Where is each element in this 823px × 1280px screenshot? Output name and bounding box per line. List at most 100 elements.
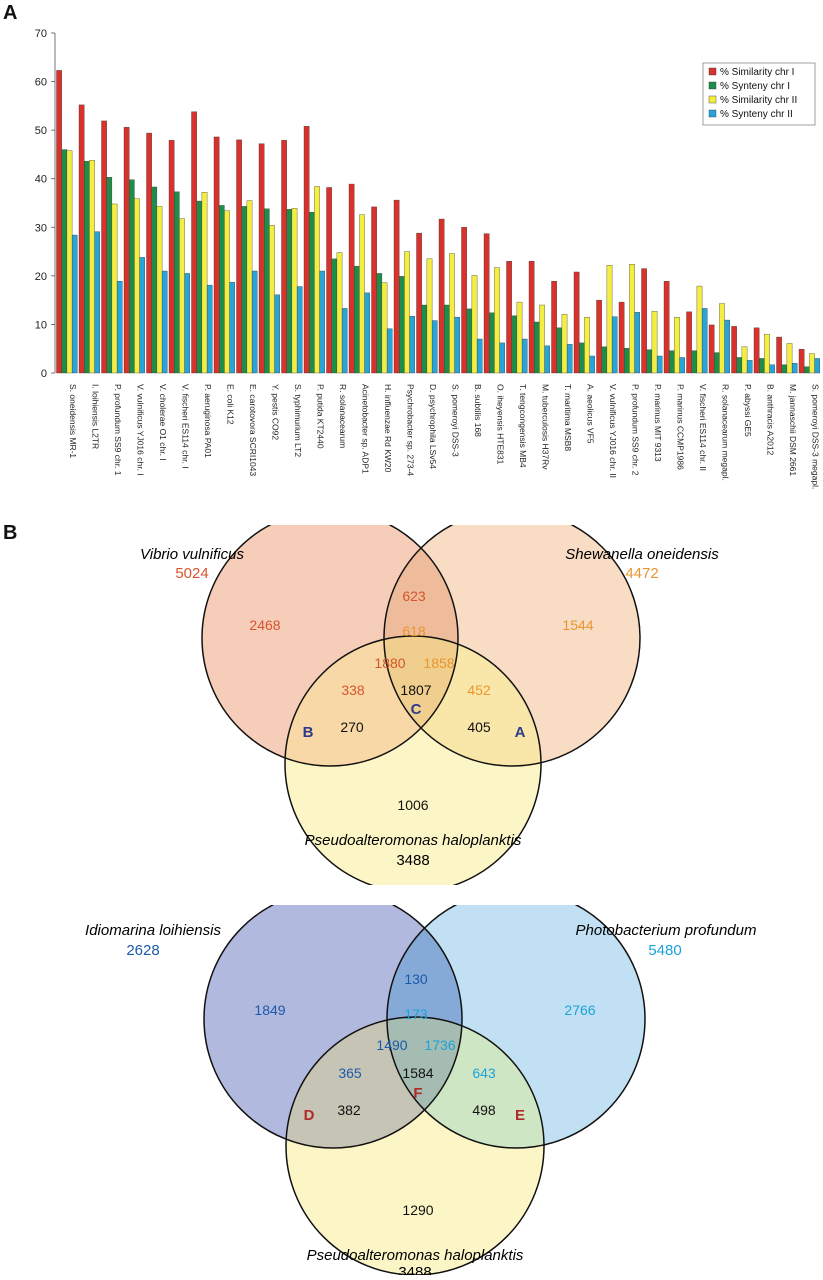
bar-1-4 [123,127,130,374]
bar-3-19 [471,275,478,374]
venn-bottom-set-b-name: Photobacterium profundum [576,922,757,939]
bar-3-29 [696,285,703,374]
bar-4-14 [364,292,370,374]
bar-1-27 [641,268,647,374]
panel-label-a: A [3,2,18,24]
venn-top-circle-c [284,635,542,885]
bar-2-6 [174,191,180,374]
venn-top-letter-ac: B [303,724,314,741]
category-label: H. influenzae Rd KW20 [383,384,393,473]
bar-2-19 [466,308,473,374]
chart-axes: 0 10 20 30 40 50 60 70 S. oneidensis MR-1 I. loih… [35,28,821,489]
y-tick-label: 30 [35,222,47,234]
chart-bars [56,70,820,374]
category-label: P. profundum SS9 chr. 2 [630,384,640,476]
category-label: V. cholerae O1 chr. I [158,384,168,461]
bar-2-5 [151,186,158,374]
y-tick-label: 0 [41,368,47,380]
bar-3-1 [66,150,73,374]
bar-1-5 [146,132,152,374]
category-label: E. coli K12 [225,384,235,425]
venn-top-ab-a: 623 [402,588,426,604]
bar-4-34 [814,358,820,374]
venn-top-ab-b: 618 [402,623,426,639]
bar-2-18 [444,304,450,374]
bar-4-20 [499,342,505,374]
venn-top-set-c-total: 3488 [396,852,429,869]
bar-4-3 [116,281,123,374]
bar-2-3 [106,177,113,374]
bar-3-26 [629,264,635,374]
bar-2-31 [736,357,743,374]
bar-3-9 [246,200,253,374]
y-tick-label: 20 [35,271,47,283]
bar-3-17 [426,258,433,374]
bar-4-31 [746,360,753,374]
category-label: P. putida KT2440 [315,384,325,449]
bar-4-25 [611,316,618,374]
venn-top-letter-abc: C [411,701,422,718]
category-label: M. jannaschii DSM 2661 [788,384,798,476]
venn-top-ac-c: 270 [340,719,364,735]
bar-2-27 [646,349,653,374]
bar-4-15 [386,328,393,374]
bar-2-29 [691,350,698,374]
bar-3-15 [381,282,388,374]
venn-bottom-circle-c [285,1016,545,1275]
venn-bottom-letter-bc: E [515,1107,525,1124]
bar-3-4 [134,198,140,374]
bar-1-7 [191,111,197,374]
venn-bottom-ab-b: 173 [404,1006,428,1022]
category-label: P. marinus MIT 9313 [653,384,663,462]
venn-top-letter-bc: A [515,724,526,741]
category-label: P. aeruginosa PA01 [203,384,213,458]
category-label: P. marinus CCMP1986 [675,384,685,470]
venn-bottom-letter-ac: D [304,1107,315,1124]
bar-2-9 [241,206,248,374]
bar-3-6 [179,218,185,374]
bar-2-32 [759,358,765,374]
venn-bottom-letter-abc: F [413,1085,422,1102]
bar-1-1 [56,70,62,374]
bar-1-34 [798,349,805,374]
venn-bottom-abc-a: 1490 [376,1037,407,1053]
venn-bottom-circle-b [386,905,646,1149]
bar-4-7 [206,284,213,374]
venn-top-abc-a: 1880 [374,655,405,671]
bar-4-18 [454,316,460,374]
bar-chart: 0 10 20 30 40 50 60 70 S. oneidensis MR-1 I. loih… [35,28,821,489]
venn-top-bc-c: 405 [467,719,491,735]
bar-1-3 [101,120,107,374]
bar-2-10 [264,208,270,374]
bar-4-9 [251,270,258,374]
bar-3-28 [674,316,680,374]
bar-1-14 [348,183,355,374]
category-label: R. solanacearum [338,384,348,448]
venn-bottom-abc-b: 1736 [424,1037,455,1053]
category-label: R. solanacearum megapl. [720,384,730,481]
bar-3-10 [269,225,275,374]
venn-bottom-ac-a: 365 [338,1065,362,1081]
category-label: A. aeolicus VF5 [585,384,595,444]
venn-bottom-set-b-total: 5480 [648,942,681,959]
bar-1-12 [303,126,310,374]
bar-2-25 [601,346,608,374]
bar-3-34 [809,353,815,374]
venn-bottom-ab-a: 130 [404,971,428,987]
bar-3-21 [516,301,523,374]
venn-diagram-bottom: Idiomarina loihiensis 2628 Photobacteriu… [85,905,757,1275]
legend-entry: % Similarity chr II [720,95,797,106]
bar-3-32 [764,333,770,374]
bar-4-16 [409,315,415,374]
venn-top-abc-c: 1807 [400,682,431,698]
bar-3-27 [651,311,658,374]
category-label: I. loihiensis L2TR [90,384,100,449]
bar-1-31 [731,326,737,374]
category-label: S. typhimurium LT2 [293,384,303,457]
bar-3-31 [741,346,748,374]
venn-top-set-a-total: 5024 [175,565,208,582]
bar-2-7 [196,200,203,374]
bar-4-6 [184,273,190,374]
venn-bottom-abc-c: 1584 [402,1065,433,1081]
bar-4-13 [341,308,348,374]
